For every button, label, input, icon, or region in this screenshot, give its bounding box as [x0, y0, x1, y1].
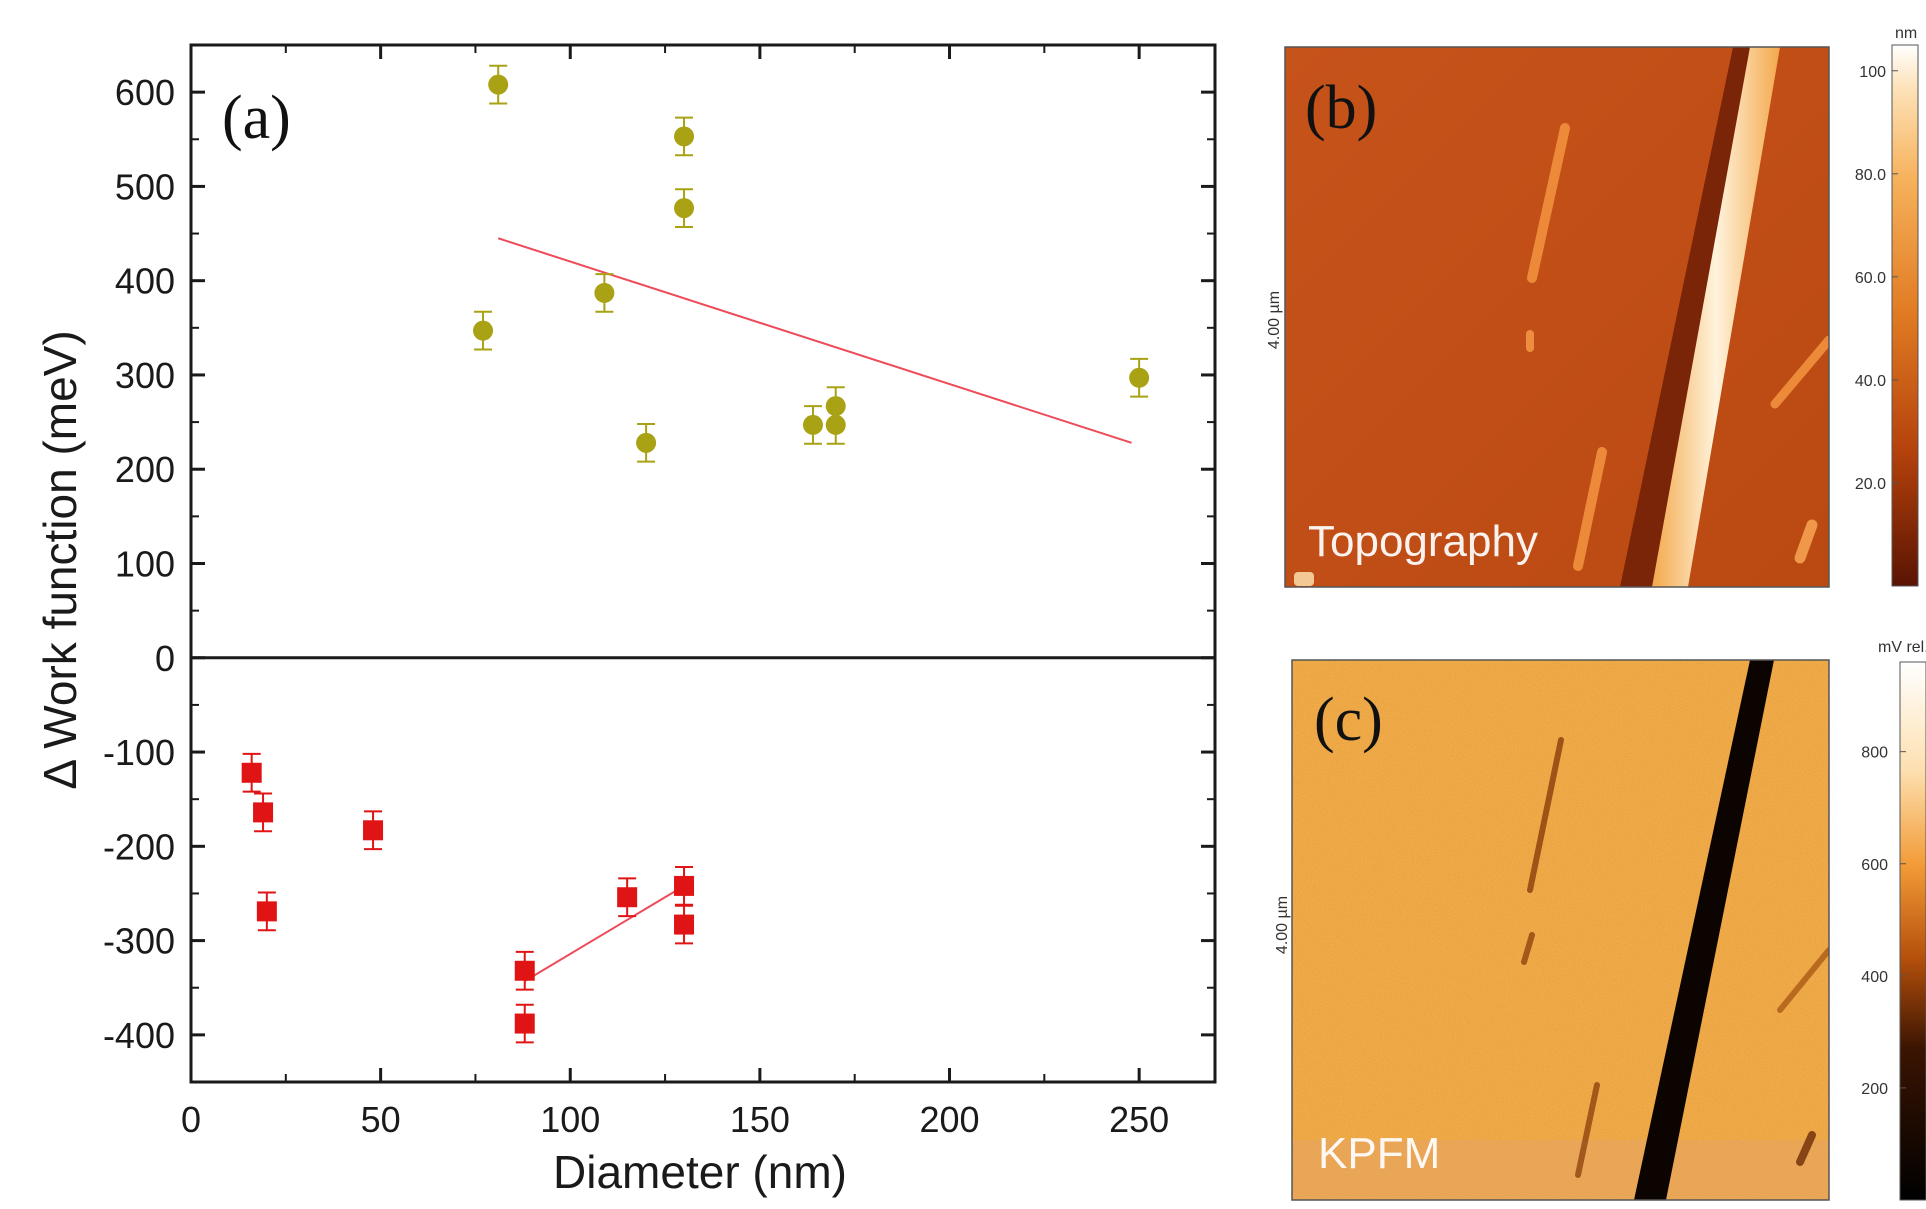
x-tick-label: 0 [181, 1099, 201, 1140]
colorbar-unit: mV rel. [1878, 639, 1926, 656]
positive-point [674, 198, 695, 219]
y-tick-label: 400 [115, 261, 175, 302]
negative-point [256, 901, 277, 922]
kpfm-frame [1291, 659, 1830, 1201]
negative-point [253, 802, 274, 823]
error-bars [242, 64, 1149, 1044]
x-axis-ticks: 0 50 100 150 200 250 [181, 45, 1169, 1140]
colorbar-gradient [1899, 661, 1926, 1201]
positive-point [674, 126, 695, 147]
colorbar-unit: nm [1895, 25, 1917, 42]
x-tick-label: 200 [919, 1099, 979, 1140]
positive-point [1129, 367, 1150, 388]
fit-lines [497, 237, 1132, 982]
nanowire-shadow [1634, 660, 1774, 1200]
positive-point [825, 396, 846, 417]
negative-point [514, 960, 535, 981]
small-wire-trace [1575, 1082, 1600, 1178]
y-tick-label: 100 [115, 544, 175, 585]
colorbar-ticks: 800 600 400 200 [1861, 745, 1906, 1098]
wire-shadow [1620, 47, 1752, 587]
colorbar-tick-label: 80.0 [1855, 167, 1886, 184]
topography-image: Topography [1285, 47, 1829, 587]
y-tick-label: -300 [103, 921, 175, 962]
negative-point [363, 820, 384, 841]
particle [1526, 330, 1534, 352]
colorbar-tick-label: 100 [1859, 64, 1886, 81]
y-tick-label: 0 [155, 638, 175, 679]
negative-point [674, 875, 695, 896]
topography-label: Topography [1308, 517, 1538, 566]
y-tick-label: 200 [115, 449, 175, 490]
nanowire [1652, 47, 1780, 587]
y-tick-label: 500 [115, 166, 175, 207]
y-tick-label: -200 [103, 826, 175, 867]
small-wire-trace [1777, 947, 1829, 1013]
small-wire-trace [1796, 1131, 1816, 1166]
x-tick-label: 50 [361, 1099, 401, 1140]
positive-point [488, 74, 509, 95]
colorbar-gradient [1891, 44, 1919, 587]
particle [1294, 572, 1314, 586]
scatter-chart: 0 50 100 150 200 250 600 500 400 300 200 100 0 -100 -… [34, 43, 1217, 1198]
colorbar-tick-label: 400 [1861, 969, 1888, 986]
small-wire [1770, 335, 1829, 409]
panel-a-label: (a) [222, 84, 291, 152]
topography-frame [1284, 46, 1830, 588]
positive-point [825, 414, 846, 435]
small-wire [1527, 123, 1570, 283]
x-axis-title: Diameter (nm) [553, 1146, 847, 1198]
panel-b-label: (b) [1305, 74, 1377, 142]
colorbar-ticks: 100 80.0 60.0 40.0 20.0 [1855, 64, 1898, 493]
positive-fit-line [497, 237, 1132, 444]
positive-point [636, 432, 657, 453]
colorbar-tick-label: 200 [1861, 1081, 1888, 1098]
y-axis-title: Δ Work function (meV) [34, 330, 86, 789]
colorbar-tick-label: 800 [1861, 745, 1888, 762]
small-wire [1573, 447, 1607, 571]
negative-fit-line [524, 885, 685, 982]
colorbar-tick-label: 20.0 [1855, 476, 1886, 493]
panel-c-label: (c) [1314, 686, 1383, 754]
colorbar-tick-label: 40.0 [1855, 373, 1886, 390]
y-tick-label: -100 [103, 732, 175, 773]
small-wire-trace [1527, 737, 1564, 893]
positive-point [473, 320, 494, 341]
colorbar-tick-label: 600 [1861, 857, 1888, 874]
scale-label: 4.00 µm [1274, 896, 1291, 954]
y-tick-label: 300 [115, 355, 175, 396]
y-tick-label: 600 [115, 72, 175, 113]
kpfm-image: KPFM [1292, 660, 1829, 1200]
colorbar-tick-label: 60.0 [1855, 270, 1886, 287]
y-axis-ticks: 600 500 400 300 200 100 0 -100 -200 -300 -400 [103, 44, 1215, 1083]
negative-point [617, 887, 638, 908]
scale-label: 4.00 µm [1266, 291, 1283, 349]
bottom-noise-band [1292, 1140, 1829, 1200]
colorbar: mV rel. 800 600 400 200 [1861, 639, 1926, 1201]
kpfm-panel: KPFM (c) 4.00 µm mV rel. 800 600 400 200 [1274, 639, 1926, 1201]
x-tick-label: 100 [540, 1099, 600, 1140]
negative-point [241, 762, 262, 783]
small-wire-trace [1521, 932, 1535, 965]
x-tick-label: 250 [1109, 1099, 1169, 1140]
positive-point [594, 282, 615, 303]
negative-point [674, 914, 695, 935]
negative-point [514, 1013, 535, 1034]
x-tick-label: 150 [730, 1099, 790, 1140]
colorbar: nm 100 80.0 60.0 40.0 20.0 [1855, 25, 1919, 587]
small-wire [1794, 519, 1818, 564]
data-markers [241, 74, 1150, 1034]
kpfm-label: KPFM [1318, 1129, 1440, 1178]
positive-point [802, 414, 823, 435]
plot-frame [189, 43, 1217, 1084]
topography-panel: Topography (b) 4.00 µm nm 100 80.0 60.0 40.… [1266, 25, 1919, 588]
y-tick-label: -400 [103, 1015, 175, 1056]
